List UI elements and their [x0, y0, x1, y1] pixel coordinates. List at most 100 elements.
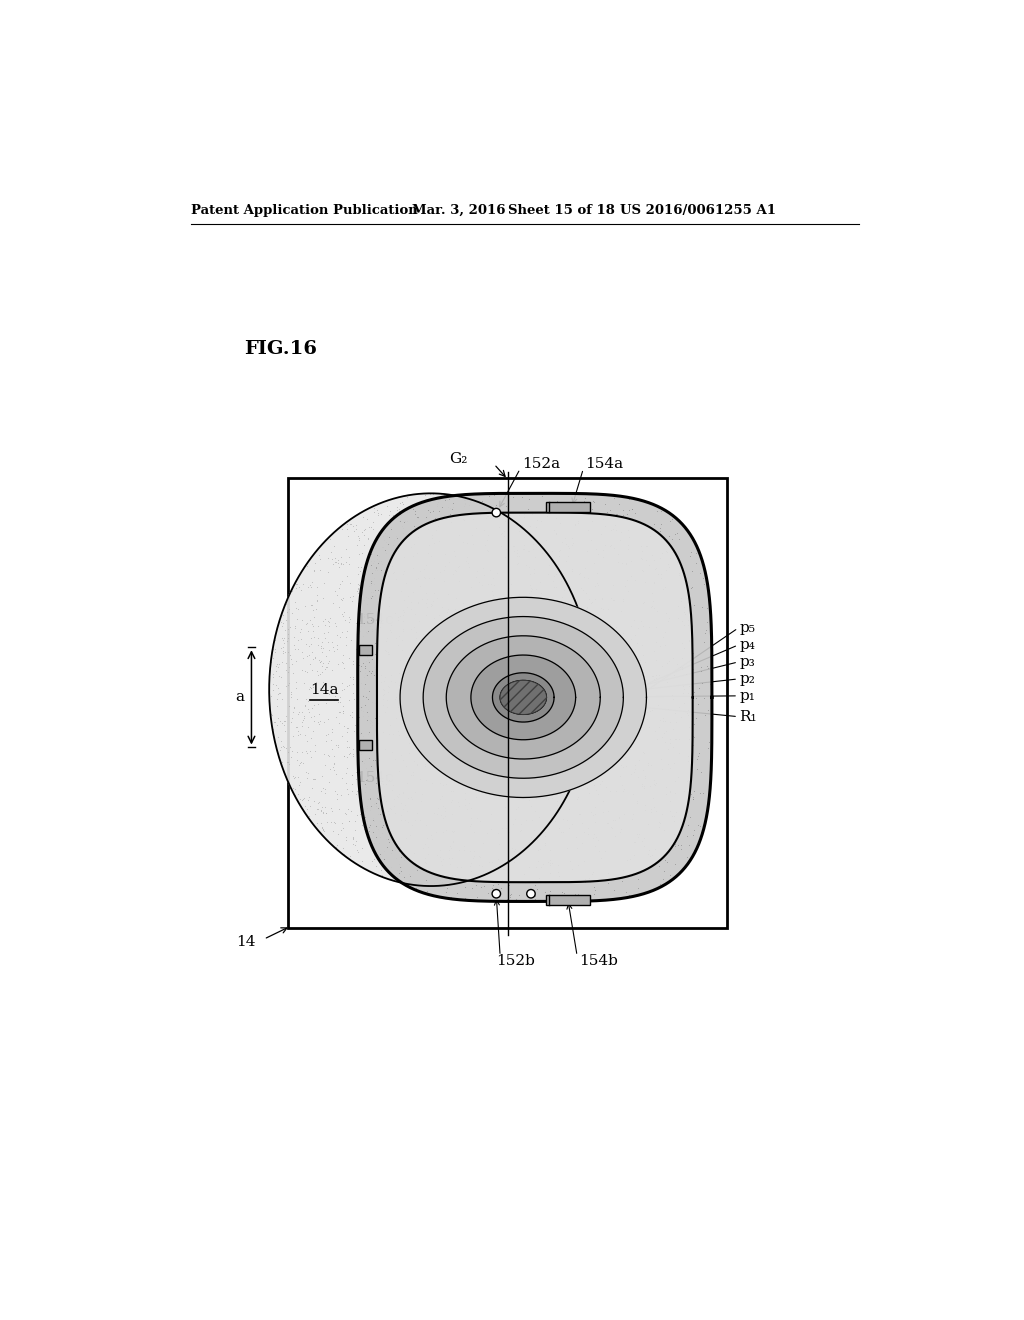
Point	[417, 787, 433, 808]
Point	[496, 519, 512, 540]
Point	[545, 564, 561, 585]
Point	[527, 754, 544, 775]
Point	[366, 849, 382, 870]
Point	[686, 820, 702, 841]
Point	[489, 704, 506, 725]
Polygon shape	[269, 494, 593, 886]
Point	[653, 804, 670, 825]
Point	[342, 705, 358, 726]
Point	[527, 652, 544, 673]
Point	[658, 671, 675, 692]
Point	[358, 664, 375, 685]
Point	[692, 783, 709, 804]
Point	[385, 582, 401, 603]
Point	[514, 517, 530, 539]
Point	[420, 626, 436, 647]
Point	[671, 562, 687, 583]
Point	[430, 515, 446, 536]
Point	[429, 648, 445, 669]
Point	[384, 562, 400, 583]
Point	[290, 630, 306, 651]
Point	[330, 824, 346, 845]
Point	[378, 543, 394, 564]
Point	[379, 628, 395, 649]
Point	[529, 640, 546, 661]
Point	[456, 585, 472, 606]
Point	[399, 649, 416, 671]
Point	[367, 585, 383, 606]
Point	[513, 644, 529, 665]
Point	[418, 554, 434, 576]
Point	[479, 727, 496, 748]
Point	[546, 780, 562, 801]
Point	[461, 807, 477, 828]
Point	[545, 618, 561, 639]
Point	[615, 859, 632, 880]
Point	[517, 833, 534, 854]
Point	[580, 503, 596, 524]
Point	[683, 673, 699, 694]
Point	[386, 529, 402, 550]
Point	[488, 857, 505, 878]
Point	[395, 825, 412, 846]
Point	[432, 605, 449, 626]
Point	[266, 639, 283, 660]
Point	[365, 807, 381, 828]
Point	[420, 719, 436, 741]
Point	[498, 539, 514, 560]
Point	[344, 774, 360, 795]
Point	[425, 576, 441, 597]
Point	[268, 656, 285, 677]
Point	[536, 614, 552, 635]
Point	[540, 721, 556, 742]
Point	[339, 777, 355, 799]
Point	[564, 627, 581, 648]
Point	[557, 759, 573, 780]
Point	[361, 814, 378, 836]
Point	[309, 589, 326, 610]
Point	[520, 738, 537, 759]
Point	[373, 550, 389, 572]
Point	[515, 581, 531, 602]
Point	[391, 626, 408, 647]
Point	[524, 810, 541, 832]
Point	[528, 776, 545, 797]
Point	[594, 587, 610, 609]
Point	[601, 751, 617, 772]
Point	[380, 533, 396, 554]
Point	[489, 651, 506, 672]
Point	[463, 824, 479, 845]
Point	[472, 810, 488, 832]
Point	[559, 652, 575, 673]
Point	[424, 640, 440, 661]
Point	[531, 572, 548, 593]
Point	[420, 500, 436, 521]
Point	[303, 642, 319, 663]
Point	[680, 814, 696, 836]
Point	[509, 733, 525, 754]
Point	[542, 853, 558, 874]
Point	[357, 770, 374, 791]
Point	[564, 603, 581, 624]
Point	[614, 622, 631, 643]
Point	[411, 657, 427, 678]
Point	[304, 594, 321, 615]
Point	[515, 717, 531, 738]
Point	[388, 717, 404, 738]
Point	[424, 511, 440, 532]
Point	[459, 764, 475, 785]
Point	[532, 758, 549, 779]
Point	[490, 550, 507, 572]
Point	[527, 787, 544, 808]
Point	[339, 737, 355, 758]
Point	[394, 620, 411, 642]
Point	[385, 775, 401, 796]
Point	[535, 741, 551, 762]
Point	[483, 752, 500, 774]
Point	[590, 783, 606, 804]
Point	[555, 562, 571, 583]
Point	[471, 854, 487, 875]
Point	[304, 659, 321, 680]
Point	[322, 529, 338, 550]
Point	[489, 759, 506, 780]
